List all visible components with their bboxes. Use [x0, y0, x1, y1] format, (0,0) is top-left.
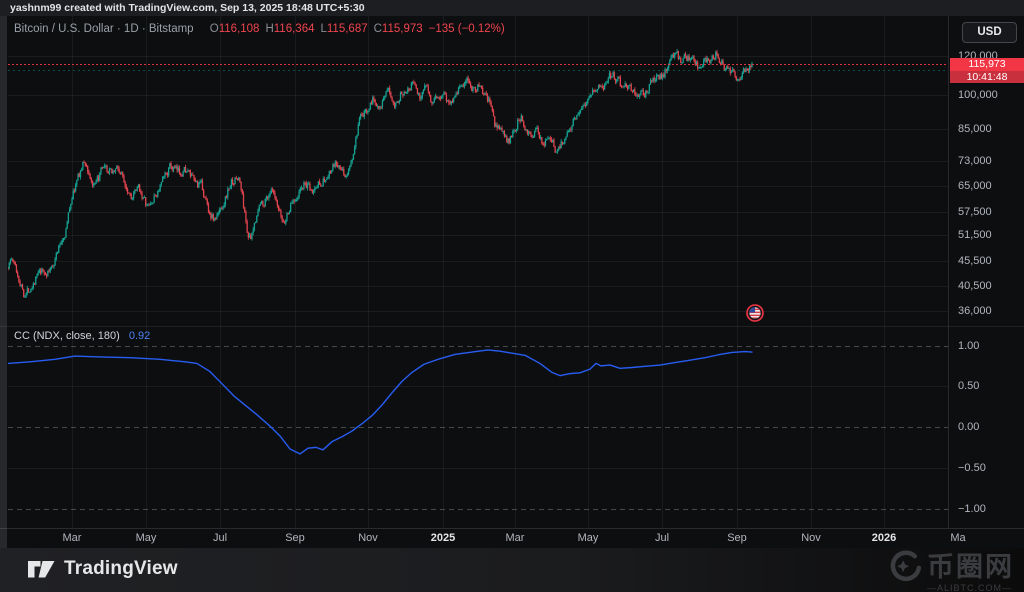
low-value: 115,687: [326, 23, 368, 35]
price-scale-label: 85,000: [958, 123, 992, 136]
attribution-text: yashnm99 created with TradingView.com, S…: [10, 2, 365, 14]
symbol-title[interactable]: Bitcoin / U.S. Dollar · 1D · Bitstamp: [14, 23, 194, 35]
left-edge-strip: [0, 16, 7, 548]
indicator-scale-label: −1.00: [958, 502, 986, 515]
high-value: 116,364: [273, 23, 315, 35]
price-scale-label: 73,000: [958, 155, 992, 168]
price-scale-label: 36,000: [958, 305, 992, 317]
last-price-badge: 115,973 10:41:48: [950, 58, 1024, 83]
change-value: −135 (−0.12%): [428, 23, 505, 35]
tradingview-logo-text: TradingView: [64, 558, 178, 579]
time-axis-label: Mar: [62, 532, 82, 544]
price-scale-label: 57,500: [958, 205, 992, 218]
close-value: 115,973: [381, 23, 423, 35]
time-axis-label: 2025: [430, 532, 456, 544]
indicator-title: CC (NDX, close, 180): [14, 330, 120, 342]
open-value: 116,108: [218, 23, 260, 35]
time-axis-label: Nov: [358, 532, 378, 544]
time-axis-label: May: [135, 532, 157, 544]
axis-separator: [0, 528, 1024, 529]
price-scale-label: 51,500: [958, 229, 992, 242]
price-scale-label: 45,500: [958, 255, 992, 268]
price-scale-label: 100,000: [958, 88, 998, 101]
indicator-scale-label: 1.00: [958, 339, 980, 352]
site-watermark: 币圈网 —ALIBTC.COM—: [886, 549, 1014, 592]
time-axis-label: Sep: [727, 532, 747, 544]
indicator-scale-label: −0.50: [958, 461, 986, 474]
chart-region: Bitcoin / U.S. Dollar · 1D · Bitstamp O1…: [0, 16, 1024, 548]
tradingview-logo[interactable]: TradingView: [28, 558, 178, 580]
us-event-flag-icon[interactable]: [746, 304, 764, 322]
indicator-value: 0.92: [128, 330, 151, 342]
attribution-banner: yashnm99 created with TradingView.com, S…: [0, 0, 1024, 16]
price-scale[interactable]: USD 120,000 100,000 85,000 73,000 65,000 57,5…: [948, 16, 1024, 528]
time-axis-label: Sep: [285, 532, 305, 544]
time-axis-label: 2026: [871, 532, 897, 544]
open-letter: O: [209, 23, 219, 35]
price-scale-label: 65,000: [958, 179, 992, 192]
price-chart-canvas[interactable]: [8, 16, 948, 528]
high-letter: H: [265, 23, 274, 35]
time-axis-label: Jul: [654, 532, 670, 544]
ohlc-values: O116,108 H116,364 L115,687 C115,973 −135 (−0…: [204, 23, 505, 35]
watermark-swirl-icon: [890, 550, 922, 582]
last-price-label: 115,973: [950, 58, 1024, 71]
tradingview-logo-icon: [28, 560, 55, 577]
watermark-subtitle: —ALIBTC.COM—: [926, 583, 1012, 592]
time-axis-label: May: [577, 532, 599, 544]
time-axis-label: Ma: [950, 532, 966, 544]
time-axis-label: Nov: [801, 532, 821, 544]
indicator-scale-label: 0.50: [958, 380, 980, 393]
currency-toggle-button[interactable]: USD: [962, 22, 1017, 43]
pane-separator[interactable]: [0, 326, 1024, 327]
indicator-scale-label: 0.00: [958, 421, 980, 433]
time-axis-label: Jul: [212, 532, 228, 544]
indicator-legend[interactable]: CC (NDX, close, 180) 0.92: [14, 330, 150, 342]
countdown-label: 10:41:48: [950, 71, 1024, 83]
low-letter: L: [320, 23, 327, 35]
close-letter: C: [373, 23, 382, 35]
watermark-title: 币圈网: [927, 552, 1014, 582]
time-axis-label: Mar: [505, 532, 525, 544]
price-scale-label: 40,500: [958, 280, 992, 293]
symbol-legend[interactable]: Bitcoin / U.S. Dollar · 1D · Bitstamp O1…: [14, 23, 505, 35]
time-axis[interactable]: Mar May Jul Sep Nov 2025 Mar May Jul Sep Nov 2026 Ma: [0, 529, 1024, 548]
footer: TradingView 币圈网 —ALIBTC.COM—: [0, 548, 1024, 592]
